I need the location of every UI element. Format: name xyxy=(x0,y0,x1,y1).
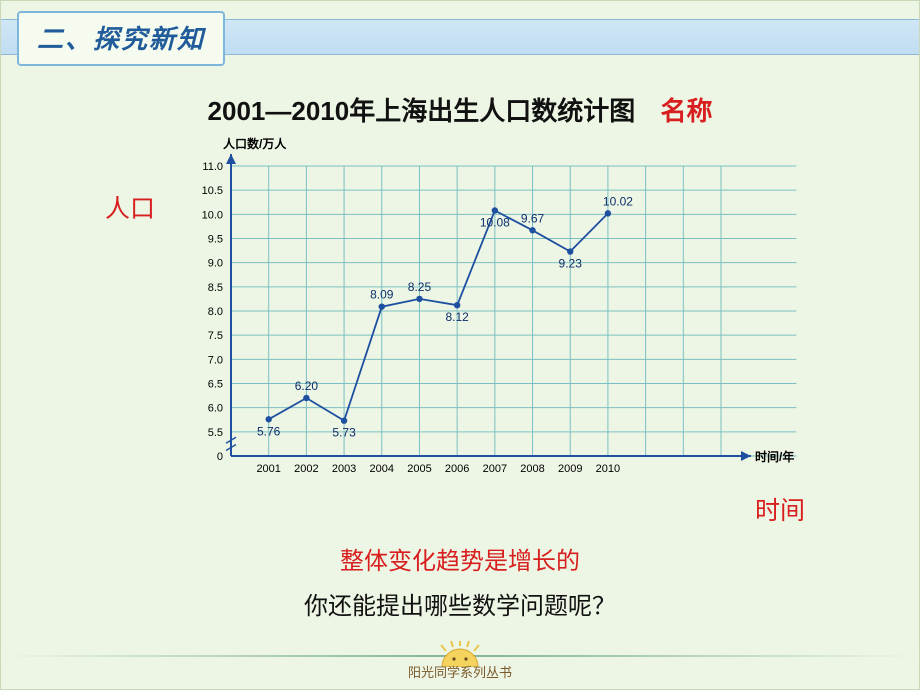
svg-text:5.76: 5.76 xyxy=(257,424,281,438)
svg-text:2005: 2005 xyxy=(407,463,431,475)
svg-text:0: 0 xyxy=(217,451,223,463)
svg-text:7.0: 7.0 xyxy=(208,354,223,366)
svg-text:2003: 2003 xyxy=(332,463,356,475)
chart-title-row: 2001—2010年上海出生人口数统计图 名称 xyxy=(1,91,919,128)
chart-svg: 0 5.5 6.0 6.5 7.0 7.5 8.0 8.5 9.0 9.5 10.0 10.5 11.0… xyxy=(161,136,801,496)
svg-text:2010: 2010 xyxy=(596,463,620,475)
svg-text:9.5: 9.5 xyxy=(208,234,223,246)
svg-text:6.0: 6.0 xyxy=(208,403,223,415)
footer-text: 阳光同学系列丛书 xyxy=(1,662,919,681)
svg-text:8.5: 8.5 xyxy=(208,282,223,294)
svg-text:9.0: 9.0 xyxy=(208,258,223,270)
svg-text:2006: 2006 xyxy=(445,463,469,475)
svg-text:2008: 2008 xyxy=(520,463,544,475)
y-axis-annotation: 人口 xyxy=(105,189,155,225)
svg-text:6.20: 6.20 xyxy=(295,379,319,393)
svg-text:2007: 2007 xyxy=(483,463,507,475)
svg-text:9.67: 9.67 xyxy=(521,211,545,225)
svg-text:5.5: 5.5 xyxy=(208,427,223,439)
svg-text:2004: 2004 xyxy=(370,463,394,475)
svg-text:8.0: 8.0 xyxy=(208,306,223,318)
svg-text:2001: 2001 xyxy=(256,463,280,475)
svg-text:10.02: 10.02 xyxy=(603,194,633,208)
svg-text:10.0: 10.0 xyxy=(202,209,223,221)
trend-summary-text: 整体变化趋势是增长的 xyxy=(1,541,919,576)
line-chart: 0 5.5 6.0 6.5 7.0 7.5 8.0 8.5 9.0 9.5 10.0 10.5 11.0… xyxy=(161,136,801,496)
svg-text:9.23: 9.23 xyxy=(559,257,583,271)
svg-text:时间/年: 时间/年 xyxy=(755,449,794,464)
svg-text:人口数/万人: 人口数/万人 xyxy=(223,136,287,151)
title-red-annotation: 名称 xyxy=(660,97,712,126)
svg-text:11.0: 11.0 xyxy=(202,161,223,173)
svg-text:10.08: 10.08 xyxy=(480,215,510,229)
svg-text:7.5: 7.5 xyxy=(208,330,223,342)
svg-text:6.5: 6.5 xyxy=(208,379,223,391)
svg-text:2002: 2002 xyxy=(294,463,318,475)
section-header-tab: 二、探究新知 xyxy=(17,11,225,66)
chart-title: 2001—2010年上海出生人口数统计图 xyxy=(208,96,636,126)
svg-text:2009: 2009 xyxy=(558,463,582,475)
question-text: 你还能提出哪些数学问题呢？ xyxy=(1,586,919,621)
svg-text:5.73: 5.73 xyxy=(332,426,356,440)
svg-text:10.5: 10.5 xyxy=(202,185,223,197)
svg-text:8.12: 8.12 xyxy=(445,310,469,324)
svg-text:8.25: 8.25 xyxy=(408,280,432,294)
x-axis-annotation: 时间 xyxy=(755,491,805,527)
svg-text:8.09: 8.09 xyxy=(370,288,394,302)
